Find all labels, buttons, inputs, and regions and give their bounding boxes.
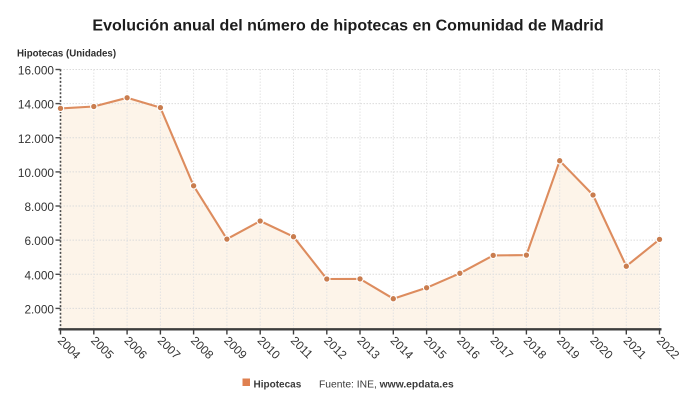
svg-text:2006: 2006 bbox=[121, 333, 150, 362]
svg-text:Evolución anual del número de: Evolución anual del número de hipotecas … bbox=[92, 18, 603, 35]
svg-text:2015: 2015 bbox=[421, 333, 450, 362]
svg-text:2008: 2008 bbox=[188, 333, 217, 362]
svg-text:2014: 2014 bbox=[388, 333, 417, 362]
svg-text:Hipotecas (Unidades): Hipotecas (Unidades) bbox=[17, 49, 116, 60]
svg-text:2016: 2016 bbox=[454, 333, 483, 362]
svg-text:8.000: 8.000 bbox=[24, 200, 54, 214]
svg-text:16.000: 16.000 bbox=[18, 64, 55, 78]
svg-text:4.000: 4.000 bbox=[24, 268, 54, 282]
svg-text:2022: 2022 bbox=[654, 333, 682, 361]
svg-text:2020: 2020 bbox=[587, 333, 616, 362]
svg-text:2004: 2004 bbox=[55, 333, 84, 362]
svg-text:2011: 2011 bbox=[288, 333, 316, 361]
svg-text:2007: 2007 bbox=[155, 333, 183, 361]
svg-text:2018: 2018 bbox=[521, 333, 550, 362]
svg-text:2019: 2019 bbox=[554, 333, 582, 361]
svg-text:10.000: 10.000 bbox=[18, 166, 55, 180]
svg-text:14.000: 14.000 bbox=[18, 98, 55, 112]
svg-text:2005: 2005 bbox=[88, 333, 117, 362]
svg-text:2013: 2013 bbox=[354, 333, 383, 362]
svg-text:2017: 2017 bbox=[488, 333, 516, 361]
svg-text:2021: 2021 bbox=[621, 333, 649, 361]
svg-text:12.000: 12.000 bbox=[18, 132, 55, 146]
svg-text:2.000: 2.000 bbox=[24, 302, 54, 316]
svg-text:2010: 2010 bbox=[255, 333, 284, 362]
svg-text:2009: 2009 bbox=[221, 333, 249, 361]
svg-text:6.000: 6.000 bbox=[24, 234, 54, 248]
svg-text:2012: 2012 bbox=[321, 333, 349, 361]
svg-text:Fuente: INE, www.epdata.es: Fuente: INE, www.epdata.es bbox=[319, 380, 454, 391]
svg-text:Hipotecas: Hipotecas bbox=[254, 380, 302, 391]
